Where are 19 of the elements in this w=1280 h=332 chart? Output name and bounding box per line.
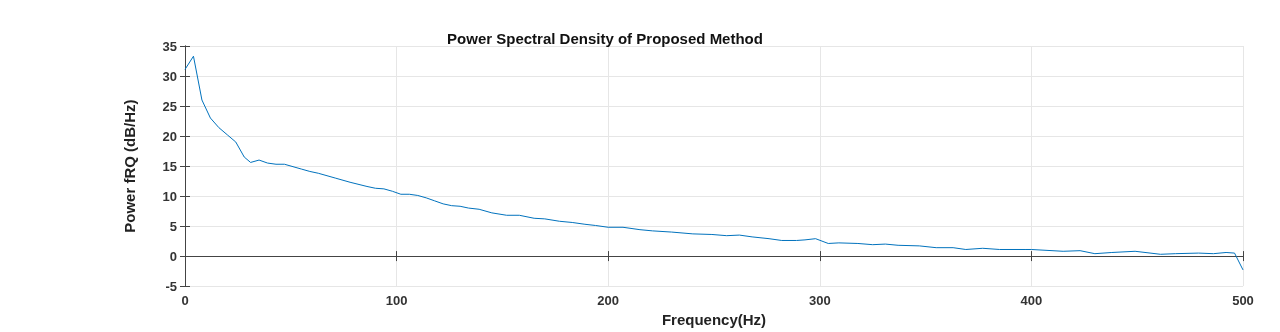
x-tick-label: 0	[181, 293, 189, 309]
x-tick-label: 400	[1020, 293, 1043, 309]
x-tick-label: 300	[808, 293, 831, 309]
y-tick-label: 0	[169, 248, 177, 264]
x-tick-label: 100	[385, 293, 408, 309]
chart-title: Power Spectral Density of Proposed Method	[447, 30, 763, 47]
x-axis-title: Frequency(Hz)	[661, 311, 767, 328]
x-tick-label: 500	[1232, 293, 1254, 309]
x-tick-label: 200	[597, 293, 620, 309]
y-tick-label: 5	[169, 218, 177, 234]
y-tick-label: 25	[162, 98, 177, 114]
line-series	[184, 55, 1244, 271]
y-tick-label: -5	[165, 278, 177, 294]
y-tick-label: 35	[162, 38, 177, 54]
y-axis-title: Power fRQ (dB/Hz)	[121, 99, 138, 233]
y-tick-label: 20	[162, 128, 177, 144]
y-tick-label: 10	[162, 188, 177, 204]
y-tick-label: 15	[162, 158, 177, 174]
y-tick-label: 30	[162, 68, 177, 84]
